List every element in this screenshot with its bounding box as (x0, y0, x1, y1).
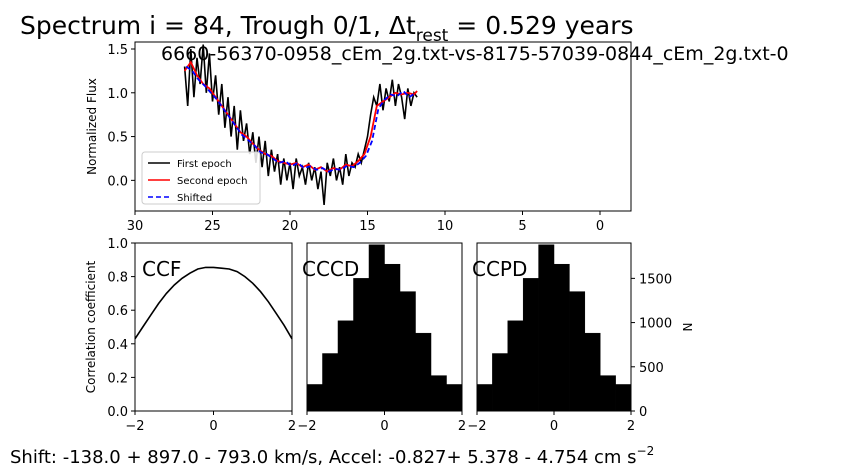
x-tick-label: 15 (359, 219, 376, 234)
y-tick-label: 1.0 (107, 237, 128, 252)
histogram-bar (353, 278, 370, 412)
histogram-bar (322, 353, 339, 412)
y-axis-label: N (681, 323, 695, 332)
x-tick-label: −2 (297, 419, 316, 434)
y-tick-label: 1.5 (107, 43, 128, 58)
x-tick-label: −2 (467, 419, 486, 434)
y-tick-label: 0.5 (107, 131, 128, 146)
x-tick-label: 10 (437, 219, 454, 234)
histogram-bar (553, 263, 570, 412)
series-line-first-epoch (183, 44, 418, 205)
cccd-panel: −2 0 2 CCCD (297, 242, 466, 434)
y-tick-label: 0.4 (107, 338, 128, 353)
histogram-bar (368, 244, 385, 412)
histogram-bar (615, 384, 632, 412)
spectrum-panel: 30 25 20 15 10 5 0 0.0 0.5 1.0 1.5 Normalized Flux F… (85, 41, 632, 234)
histogram-bar (384, 263, 401, 412)
histogram-bar (337, 320, 354, 412)
legend-box (141, 151, 261, 205)
x-tick-label: 2 (288, 419, 296, 434)
figure-title: Spectrum i = 84, Trough 0/1, Δtrest = 0.… (20, 11, 634, 46)
series-line-shifted (185, 65, 417, 173)
x-tick-label: 2 (627, 419, 635, 434)
histogram-bar (507, 320, 524, 412)
panel-label-ccpd: CCPD (472, 257, 527, 281)
histogram-bar (538, 244, 555, 412)
histogram-bar (492, 353, 509, 412)
x-tick-label: 0 (596, 219, 604, 234)
panel-label-cccd: CCCD (302, 257, 359, 281)
histogram-bar (430, 375, 447, 412)
x-tick-label: 0 (550, 419, 558, 434)
y-tick-label: 1500 (639, 272, 672, 287)
histogram-bar (476, 384, 493, 412)
x-tick-label: 30 (127, 219, 144, 234)
panel-label-ccf: CCF (142, 257, 181, 281)
ccf-line (134, 266, 293, 340)
histogram-bar (569, 291, 586, 412)
y-axis-label: Normalized Flux (85, 78, 99, 175)
legend-label: Second epoch (177, 176, 247, 187)
x-tick-label: 2 (458, 419, 466, 434)
y-tick-label: 1000 (639, 317, 672, 332)
histogram-bar (306, 384, 323, 412)
y-axis-label: Correlation coefficient (84, 260, 98, 393)
histogram-bar (415, 332, 432, 412)
histogram-bar (584, 332, 601, 412)
y-tick-label: 0.0 (107, 174, 128, 189)
x-tick-label: 5 (518, 219, 526, 234)
y-tick-label: 0 (639, 405, 647, 420)
x-tick-label: 0 (209, 419, 217, 434)
x-tick-label: 25 (204, 219, 221, 234)
shift-accel-text: Shift: -138.0 + 897.0 - 793.0 km/s, Acce… (10, 444, 654, 468)
figure-subtitle: 6660-56370-0958_cEm_2g.txt-vs-8175-57039… (161, 43, 789, 65)
ccf-panel: −2 0 2 0.0 0.2 0.4 0.6 0.8 1.0 Correlation coeffi… (84, 237, 296, 434)
x-tick-label: 0 (380, 419, 388, 434)
histogram-bar (599, 375, 616, 412)
x-tick-label: −2 (125, 419, 144, 434)
histogram-bar (446, 384, 463, 412)
y-tick-label: 0.8 (107, 271, 128, 286)
y-tick-label: 500 (639, 361, 664, 376)
legend-label: First epoch (177, 159, 232, 170)
histogram-bar (522, 278, 539, 412)
y-tick-label: 0.0 (107, 405, 128, 420)
histogram-bar (399, 291, 416, 412)
y-tick-label: 0.6 (107, 304, 128, 319)
y-tick-label: 1.0 (107, 87, 128, 102)
x-tick-label: 20 (282, 219, 299, 234)
spectrum-frame (134, 41, 632, 212)
legend-label: Shifted (177, 193, 212, 204)
y-tick-label: 0.2 (107, 371, 128, 386)
